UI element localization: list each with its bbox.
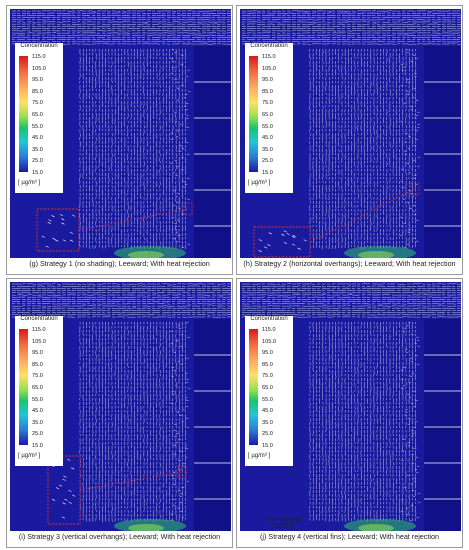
color-scale-bar: [249, 329, 258, 445]
legend-tick: 35.0: [32, 146, 43, 153]
legend-tick: 35.0: [262, 146, 273, 153]
concentration-legend: Concentration 115.0 105.0 95.0 85.0 75.0…: [245, 316, 293, 466]
legend-tick: 55.0: [32, 123, 43, 130]
legend-tick: 65.0: [262, 385, 273, 391]
legend-tick: 65.0: [32, 385, 43, 391]
ground-hotspot-core: [128, 524, 164, 531]
panel-h: Concentration 115.0 105.0 95.0 85.0 75.0…: [236, 5, 463, 275]
legend-tick: 105.0: [32, 65, 46, 72]
legend-title: Concentration: [250, 316, 288, 322]
legend-title: Concentration: [250, 43, 288, 49]
ground-hotspot-core: [128, 251, 164, 258]
legend-tick: 45.0: [32, 135, 43, 142]
legend-title: Concentration: [20, 43, 58, 49]
leeward-building: [424, 319, 461, 531]
concentration-legend: Concentration 115.0 105.0 95.0 85.0 75.0…: [15, 43, 63, 193]
legend-tick: 105.0: [262, 65, 276, 72]
legend-tick: 55.0: [262, 396, 273, 403]
concentration-legend: Concentration 115.0 105.0 95.0 85.0 75.0…: [245, 43, 293, 193]
legend-unit: [ µg/m³ ]: [18, 453, 41, 459]
legend-tick: 95.0: [32, 77, 43, 84]
legend-tick: 45.0: [32, 408, 43, 415]
legend-tick: 95.0: [262, 77, 273, 84]
legend-tick: 65.0: [32, 112, 43, 118]
legend-tick: 55.0: [262, 123, 273, 130]
panel-i: Concentration 115.0 105.0 95.0 85.0 75.0…: [6, 278, 233, 548]
ground-hotspot-core: [358, 524, 394, 531]
legend-tick: 75.0: [262, 100, 273, 107]
leeward-building: [424, 46, 461, 258]
legend-tick: 105.0: [32, 338, 46, 345]
leeward-building: [194, 46, 231, 258]
legend-tick: 15.0: [262, 443, 273, 449]
legend-tick: 85.0: [262, 361, 273, 368]
legend-tick: 95.0: [32, 350, 43, 357]
velocity-vectors: [11, 283, 231, 523]
legend-tick: 65.0: [262, 112, 273, 118]
panel-j: Concentration 115.0 105.0 95.0 85.0 75.0…: [236, 278, 463, 548]
legend-tick: 115.0: [32, 54, 46, 60]
legend-tick: 25.0: [32, 158, 43, 165]
zoom-inset: [47, 455, 187, 525]
legend-tick: 85.0: [32, 361, 43, 368]
legend-tick: 115.0: [262, 54, 276, 60]
legend-unit: [ µg/m³ ]: [248, 180, 271, 186]
leeward-building: [194, 319, 231, 531]
velocity-vectors: [241, 10, 461, 250]
legend-tick: 95.0: [262, 350, 273, 357]
legend-tick: 15.0: [262, 170, 273, 176]
legend-tick: 75.0: [32, 373, 43, 380]
color-scale-bar: [19, 56, 28, 172]
color-scale-bar: [19, 329, 28, 445]
legend-tick: 35.0: [32, 419, 43, 426]
zoom-inset: [253, 182, 420, 258]
legend-tick: 45.0: [262, 408, 273, 415]
legend-tick: 115.0: [262, 327, 276, 333]
color-scale-bar: [249, 56, 258, 172]
legend-tick: 115.0: [32, 327, 46, 333]
concentration-legend: Concentration 115.0 105.0 95.0 85.0 75.0…: [15, 316, 63, 466]
legend-tick: 55.0: [32, 396, 43, 403]
legend-tick: 85.0: [32, 88, 43, 95]
zoom-inset: [36, 202, 193, 252]
legend-tick: 85.0: [262, 88, 273, 95]
panel-caption: (h) Strategy 2 (horizontal overhangs); L…: [243, 259, 456, 268]
legend-tick: 105.0: [262, 338, 276, 345]
velocity-vectors: [11, 10, 231, 250]
legend-tick: 45.0: [262, 135, 273, 142]
legend-tick: 75.0: [262, 373, 273, 380]
legend-tick: 35.0: [262, 419, 273, 426]
legend-tick: 75.0: [32, 100, 43, 107]
ground-hotspot-core: [358, 251, 394, 258]
panel-caption: (i) Strategy 3 (vertical overhangs); Lee…: [18, 532, 221, 541]
legend-tick: 15.0: [32, 443, 43, 449]
legend-tick: 15.0: [32, 170, 43, 176]
legend-unit: [ µg/m³ ]: [18, 180, 41, 186]
panel-caption: (j) Strategy 4 (vertical fins); Leeward;…: [260, 532, 439, 541]
panel-caption: (g) Strategy 1 (no shading); Leeward; Wi…: [29, 259, 210, 268]
legend-tick: 25.0: [32, 431, 43, 438]
legend-unit: [ µg/m³ ]: [248, 453, 271, 459]
panel-g: Concentration 115.0 105.0 95.0 85.0 75.0…: [6, 5, 233, 275]
legend-tick: 25.0: [262, 158, 273, 165]
legend-tick: 25.0: [262, 431, 273, 438]
surrounding-building-label: Surrounding building: [267, 516, 301, 530]
legend-title: Concentration: [20, 316, 58, 322]
